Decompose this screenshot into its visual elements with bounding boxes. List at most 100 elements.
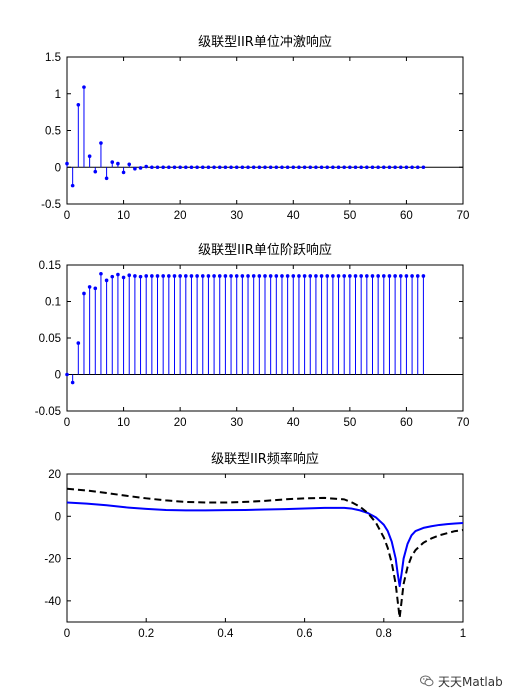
stem-marker: [133, 166, 137, 171]
stem-marker: [410, 274, 414, 278]
y-tick-label: -20: [44, 554, 61, 566]
stem-marker: [370, 165, 375, 170]
stem-marker: [410, 165, 414, 170]
stem-marker: [393, 165, 397, 170]
x-tick-label: 30: [230, 210, 243, 222]
stem-marker: [212, 165, 216, 170]
stem-marker: [195, 274, 199, 278]
stem-marker: [121, 170, 126, 175]
stem-marker: [336, 165, 341, 170]
stem-marker: [93, 169, 98, 174]
stem-marker: [65, 372, 69, 377]
stem-marker: [155, 274, 160, 278]
stem-marker: [319, 165, 324, 170]
stem-marker: [421, 165, 426, 170]
stem-marker: [387, 274, 392, 278]
stem-marker: [365, 274, 369, 278]
stem-marker: [274, 274, 279, 278]
stem-marker: [229, 274, 233, 278]
stem-marker: [365, 165, 369, 170]
stem-marker: [150, 274, 154, 278]
stem-marker: [291, 165, 296, 170]
stem-marker: [325, 274, 330, 278]
stem-marker: [167, 165, 171, 170]
stem-marker: [280, 165, 284, 170]
stem-marker: [348, 165, 352, 170]
stem-marker: [99, 141, 103, 145]
solid-series-line: [67, 501, 463, 588]
stem-marker: [404, 165, 409, 170]
y-tick-label: -40: [44, 596, 61, 608]
stem-marker: [121, 275, 126, 280]
stem-marker: [116, 272, 120, 277]
stem-marker: [376, 274, 380, 278]
stem-marker: [189, 274, 194, 278]
stem-marker: [331, 165, 335, 170]
stem-marker: [82, 291, 86, 296]
x-tick-label: 1: [460, 628, 466, 640]
x-tick-label: 0.4: [217, 628, 234, 640]
stem-marker: [415, 165, 420, 170]
stem-marker: [70, 380, 75, 385]
stem-marker: [404, 274, 409, 278]
stem-marker: [353, 274, 358, 278]
stem-marker: [200, 165, 205, 170]
stem-marker: [280, 274, 284, 278]
x-tick-label: 0.8: [376, 628, 392, 640]
stem-marker: [251, 274, 256, 278]
y-tick-label: 20: [48, 469, 61, 481]
y-tick-label: 0.15: [39, 260, 61, 272]
x-tick-label: 20: [174, 210, 187, 222]
stem-marker: [297, 274, 301, 278]
x-tick-label: 0: [64, 210, 70, 222]
stem-marker: [184, 165, 188, 170]
y-tick-label: -0.5: [41, 199, 61, 211]
stem-marker: [398, 165, 403, 170]
stem-marker: [285, 165, 290, 170]
y-tick-label: 0: [55, 511, 61, 523]
stem-marker: [393, 274, 397, 278]
stem-marker: [342, 274, 347, 278]
stem-marker: [285, 274, 290, 278]
x-tick-label: 70: [457, 210, 470, 222]
x-tick-label: 10: [117, 417, 130, 429]
stem-marker: [336, 274, 341, 278]
x-tick-label: 20: [174, 417, 187, 429]
x-tick-label: 0.6: [297, 628, 313, 640]
stem-marker: [116, 161, 120, 166]
stem-marker: [398, 274, 403, 278]
stem-marker: [268, 274, 273, 278]
stem-marker: [110, 274, 115, 279]
stem-marker: [251, 165, 256, 170]
stem-marker: [370, 274, 375, 278]
stem-marker: [359, 274, 363, 278]
x-tick-label: 60: [400, 210, 413, 222]
wechat-icon: [420, 675, 434, 687]
stem-marker: [161, 165, 165, 170]
stem-marker: [144, 274, 148, 278]
stem-marker: [348, 274, 352, 278]
chart-title: 级联型IIR频率响应: [211, 451, 319, 467]
stem-marker: [82, 85, 86, 89]
stem-marker: [104, 278, 109, 283]
stem-marker: [155, 165, 160, 170]
y-tick-label: 1: [55, 89, 61, 101]
x-tick-label: 0: [64, 417, 70, 429]
stem-marker: [415, 274, 420, 278]
stem-marker: [93, 286, 98, 291]
stem-marker: [206, 274, 211, 278]
stem-marker: [178, 274, 182, 278]
stem-marker: [161, 274, 165, 278]
watermark: 天天Matlab: [420, 670, 512, 692]
stem-marker: [342, 165, 347, 170]
stem-marker: [200, 274, 205, 278]
x-tick-label: 40: [287, 417, 300, 429]
watermark-text: 天天Matlab: [438, 674, 503, 689]
chart-title: 级联型IIR单位阶跃响应: [198, 242, 332, 258]
y-tick-label: 0: [55, 162, 61, 174]
stem-marker: [387, 165, 392, 170]
stem-marker: [184, 274, 188, 278]
stem-marker: [99, 271, 103, 276]
stem-marker: [76, 341, 81, 345]
